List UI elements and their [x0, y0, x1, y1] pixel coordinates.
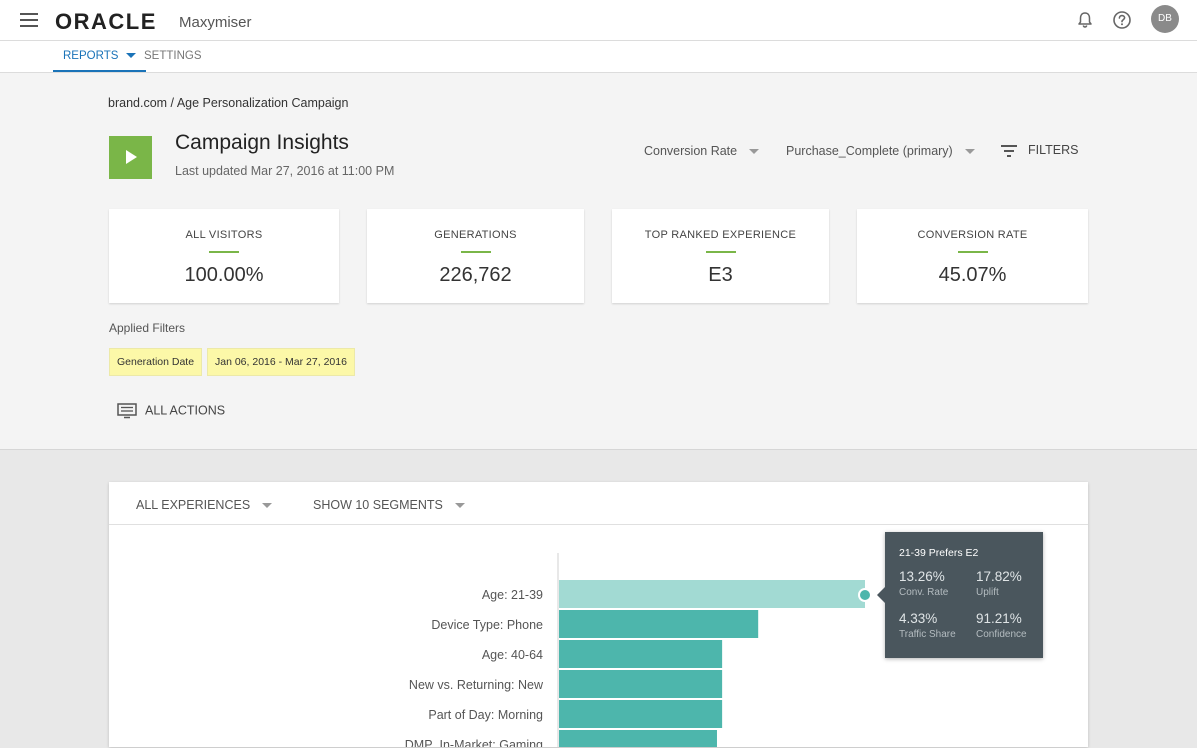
tooltip-value: 91.21%	[976, 611, 1022, 626]
notifications-icon[interactable]	[1076, 11, 1094, 29]
chevron-down-icon	[454, 503, 465, 509]
action-dropdown[interactable]: Purchase_Complete (primary)	[786, 144, 975, 158]
tooltip-value: 13.26%	[899, 569, 945, 584]
segment-bar[interactable]	[559, 640, 723, 668]
metric-dropdown-value: Conversion Rate	[644, 144, 738, 158]
tab-reports-label: REPORTS	[63, 50, 119, 62]
product-name: Maxymiser	[179, 14, 252, 31]
segment-bar[interactable]	[559, 730, 717, 747]
segment-label: DMP_In-Market: Gaming	[405, 738, 543, 747]
stat-divider	[957, 251, 988, 253]
segments-dropdown-value: SHOW 10 SEGMENTS	[313, 498, 443, 512]
stat-card-generations: GENERATIONS 226,762	[367, 209, 584, 303]
filters-button[interactable]: FILTERS	[1000, 143, 1078, 158]
segment-label: Age: 21-39	[482, 588, 543, 602]
segment-label: Device Type: Phone	[431, 618, 543, 632]
tooltip-uplift: 17.82% Uplift	[976, 569, 1022, 598]
segment-label: Part of Day: Morning	[428, 708, 543, 722]
filter-chip-generation-date[interactable]: Generation Date	[109, 348, 203, 376]
stat-value: 226,762	[439, 264, 512, 286]
segment-label: Age: 40-64	[482, 648, 543, 662]
experiences-dropdown[interactable]: ALL EXPERIENCES	[136, 498, 273, 512]
filter-chip-date-range[interactable]: Jan 06, 2016 - Mar 27, 2016	[207, 348, 355, 376]
tab-reports[interactable]: REPORTS	[53, 41, 147, 72]
play-icon	[126, 150, 137, 164]
segment-bar[interactable]	[559, 700, 723, 728]
experiences-dropdown-value: ALL EXPERIENCES	[136, 498, 251, 512]
page-title: Campaign Insights	[175, 131, 349, 154]
stat-value: E3	[708, 264, 733, 286]
breadcrumb-site[interactable]: brand.com	[108, 96, 168, 110]
oracle-logo: ORACLE	[55, 9, 157, 34]
top-bar: ORACLE Maxymiser DB	[0, 0, 1197, 41]
stat-card-all-visitors: ALL VISITORS 100.00%	[109, 209, 339, 303]
stat-card-top-ranked-experience: TOP RANKED EXPERIENCE E3	[612, 209, 829, 303]
play-button[interactable]	[109, 136, 152, 179]
stat-value: 100.00%	[184, 264, 264, 286]
monitor-list-icon	[117, 403, 137, 419]
chevron-down-icon	[126, 53, 137, 59]
segment-bar[interactable]	[559, 670, 723, 698]
segment-label: New vs. Returning: New	[409, 678, 544, 692]
chevron-down-icon	[749, 149, 760, 155]
stat-label: ALL VISITORS	[185, 229, 263, 241]
chevron-down-icon	[964, 149, 975, 155]
tooltip-arrow	[877, 587, 885, 603]
segment-tooltip: 21-39 Prefers E2 13.26% Conv. Rate 17.82…	[877, 532, 1043, 658]
tooltip-label: Traffic Share	[899, 629, 956, 640]
stat-divider	[209, 251, 239, 253]
stat-label: TOP RANKED EXPERIENCE	[644, 229, 797, 241]
segments-bar-chart: Age: 21-39 Device Type: Phone Age: 40-64 Ne…	[405, 553, 872, 747]
breadcrumb-separator: /	[170, 96, 175, 110]
filter-icon	[1001, 144, 1017, 157]
tooltip-label: Conv. Rate	[899, 587, 949, 598]
segment-marker[interactable]	[858, 588, 872, 602]
stat-card-conversion-rate: CONVERSION RATE 45.07%	[857, 209, 1088, 303]
all-actions-button[interactable]: ALL ACTIONS	[117, 403, 225, 419]
menu-icon[interactable]	[20, 13, 38, 27]
breadcrumb-campaign: Age Personalization Campaign	[176, 96, 349, 110]
segments-dropdown[interactable]: SHOW 10 SEGMENTS	[313, 498, 465, 512]
chevron-down-icon	[262, 503, 273, 509]
tooltip-confidence: 91.21% Confidence	[976, 611, 1027, 640]
action-dropdown-value: Purchase_Complete (primary)	[786, 144, 953, 158]
panel-header: ALL EXPERIENCES SHOW 10 SEGMENTS	[109, 482, 1088, 525]
stat-divider	[705, 251, 736, 253]
metric-dropdown[interactable]: Conversion Rate	[644, 144, 760, 158]
tooltip-title: 21-39 Prefers E2	[899, 547, 979, 559]
sub-navigation: REPORTS SETTINGS	[0, 41, 1197, 73]
help-icon[interactable]	[1112, 10, 1132, 30]
stat-value: 45.07%	[938, 264, 1007, 286]
segment-bar[interactable]	[559, 580, 865, 608]
last-updated: Last updated Mar 27, 2016 at 11:00 PM	[175, 164, 395, 178]
tooltip-traffic-share: 4.33% Traffic Share	[899, 611, 956, 640]
stat-label: CONVERSION RATE	[917, 229, 1028, 241]
tooltip-value: 4.33%	[899, 611, 938, 626]
stat-divider	[460, 251, 491, 253]
tooltip-label: Uplift	[976, 587, 999, 598]
stat-label: GENERATIONS	[434, 229, 517, 241]
tab-settings[interactable]: SETTINGS	[144, 50, 202, 62]
tooltip-conv-rate: 13.26% Conv. Rate	[899, 569, 948, 598]
tooltip-value: 17.82%	[976, 569, 1022, 584]
breadcrumb: brand.com / Age Personalization Campaign	[108, 96, 348, 110]
user-avatar[interactable]: DB	[1151, 5, 1179, 33]
filters-label: FILTERS	[1028, 143, 1079, 157]
applied-filters-label: Applied Filters	[109, 321, 186, 335]
all-actions-label: ALL ACTIONS	[145, 403, 226, 418]
tooltip-label: Confidence	[976, 629, 1027, 640]
segment-bar[interactable]	[559, 610, 759, 638]
